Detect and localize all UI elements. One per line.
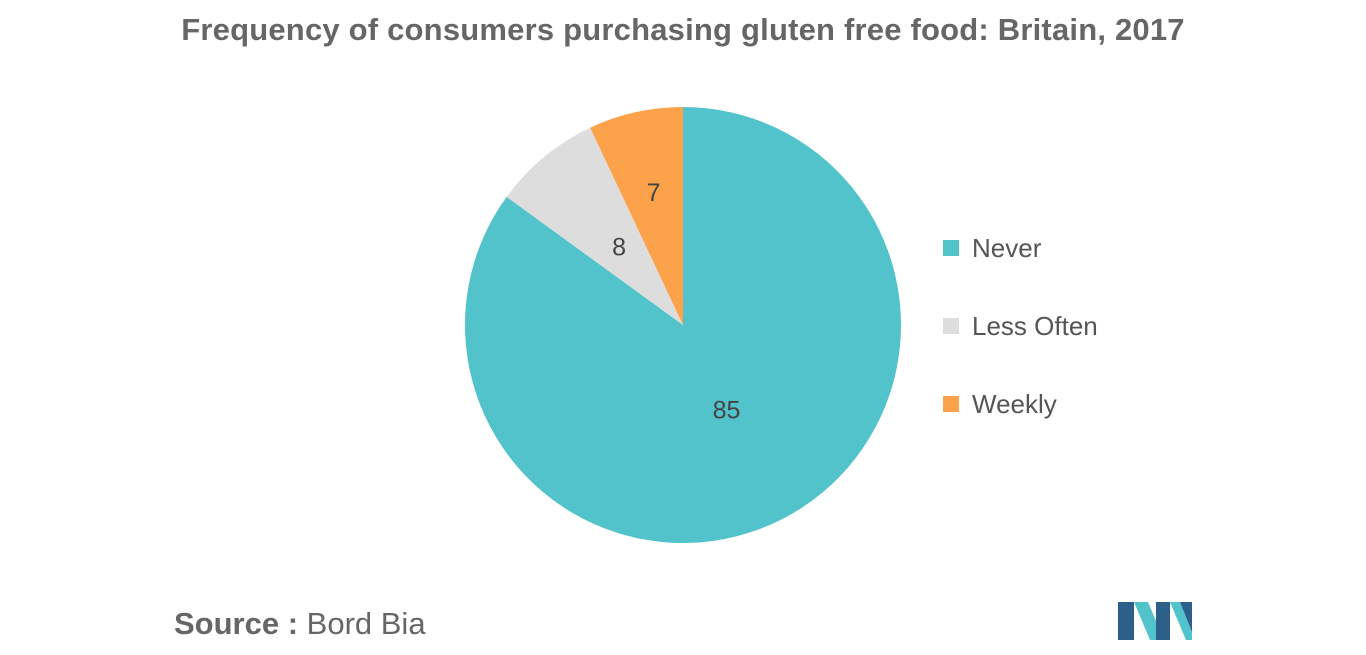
pie-value-labels: 85 87 bbox=[612, 179, 740, 424]
legend-swatch bbox=[943, 240, 959, 256]
legend-label: Never bbox=[972, 233, 1042, 263]
pie-slice-weekly bbox=[590, 107, 683, 325]
source-line: Source : Bord Bia bbox=[174, 606, 426, 642]
pie-slices bbox=[464, 107, 901, 544]
legend-swatch bbox=[943, 318, 959, 334]
slice-value-label: 85 bbox=[713, 396, 741, 424]
slice-value-label: 8 bbox=[612, 234, 626, 262]
pie-slice-less-often bbox=[506, 127, 683, 325]
slice-value-label: 7 bbox=[647, 179, 661, 207]
legend-label: Less Often bbox=[972, 311, 1098, 341]
pie-slice-never bbox=[464, 107, 901, 544]
legend: Never Less Often Weekly bbox=[943, 233, 1098, 419]
chart-title: Frequency of consumers purchasing gluten… bbox=[181, 12, 1185, 47]
source-value: Bord Bia bbox=[306, 606, 426, 641]
legend-swatch bbox=[943, 396, 959, 412]
source-label: Source : bbox=[174, 606, 299, 641]
mordor-logo-icon bbox=[1118, 602, 1192, 640]
legend-label: Weekly bbox=[972, 389, 1057, 419]
